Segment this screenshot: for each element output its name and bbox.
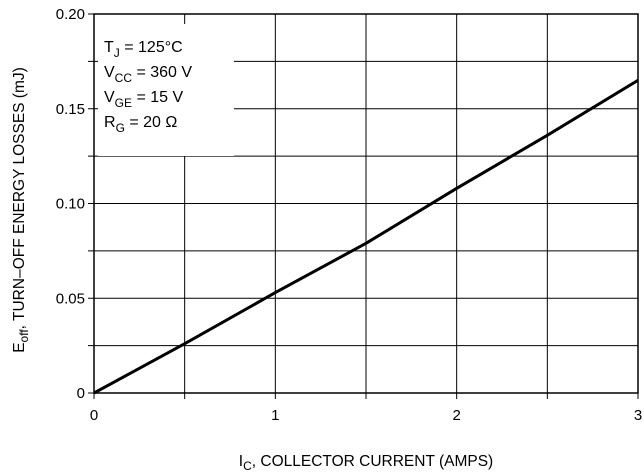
condition-text: RG = 20 Ω — [104, 114, 177, 135]
x-tick-label: 2 — [452, 407, 460, 424]
y-tick-label: 0.15 — [56, 101, 85, 118]
y-tick-label: 0 — [77, 385, 85, 402]
series-line — [93, 79, 639, 395]
y-axis-label: Eoff, TURN–OFF ENERGY LOSSES (mJ) — [11, 67, 31, 353]
condition-text: VGE = 15 V — [104, 89, 183, 110]
x-tick-label: 1 — [271, 407, 279, 424]
conditions-legend: TJ = 125°C VCC = 360 V VGE = 15 V RG = 20 Ω — [104, 39, 192, 135]
conditions-box-background — [98, 24, 234, 156]
y-tick-label: 0.05 — [56, 290, 85, 307]
x-axis-label: IC, COLLECTOR CURRENT (AMPS) — [239, 453, 493, 473]
series-layer — [93, 79, 639, 395]
condition-text: TJ = 125°C — [104, 39, 183, 60]
condition-text: VCC = 360 V — [104, 64, 192, 85]
x-tick-label: 0 — [90, 407, 98, 424]
tick-labels: 0 1 2 3 0 0.05 0.10 0.15 0.20 — [56, 6, 642, 424]
y-tick-label: 0.20 — [56, 6, 85, 23]
x-tick-label: 3 — [634, 407, 642, 424]
y-tick-label: 0.10 — [56, 196, 85, 213]
